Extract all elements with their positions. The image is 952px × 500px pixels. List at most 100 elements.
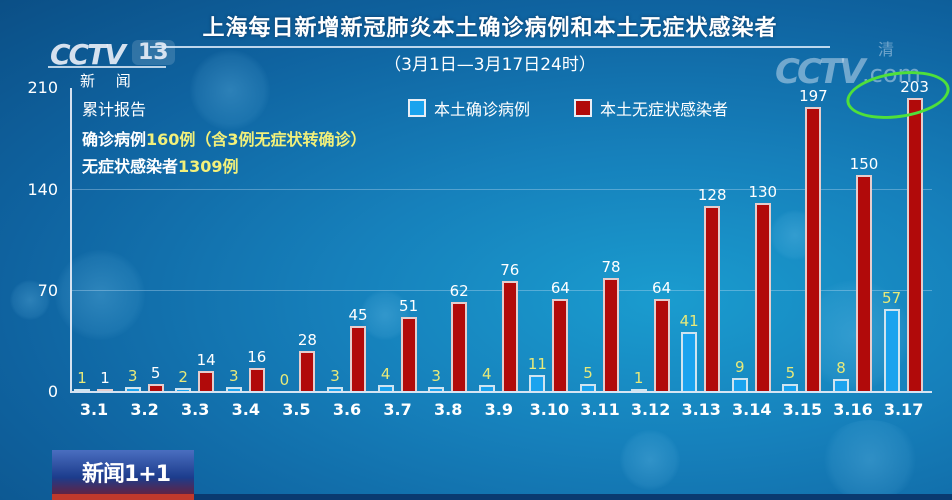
value-label: 62 — [449, 281, 469, 300]
x-tick-label: 3.9 — [484, 400, 513, 419]
program-logo-text: 新闻1+1 — [82, 462, 171, 487]
y-tick-140: 140 — [27, 180, 58, 199]
x-tick-label: 3.10 — [529, 400, 570, 419]
bar-asymptomatic-3.15 — [805, 106, 822, 391]
bar-confirmed-3.16 — [833, 379, 849, 391]
x-tick-label: 3.6 — [332, 400, 362, 419]
y-tick-0: 0 — [47, 382, 58, 401]
cumulative-confirmed: 确诊病例160例（含3例无症状转确诊） — [82, 126, 367, 150]
value-label: 150 — [849, 154, 879, 173]
legend-item-asymptomatic: 本土无症状感染者 — [574, 96, 728, 120]
logo-divider — [48, 66, 166, 68]
legend-swatch-red — [574, 99, 592, 117]
virus-decoration — [190, 50, 270, 130]
bar-asymptomatic-3.4 — [248, 367, 265, 391]
y-tick-210: 210 — [27, 78, 58, 97]
bar-asymptomatic-3.5 — [299, 350, 316, 391]
legend-label: 本土确诊病例 — [434, 100, 531, 119]
value-label: 3 — [330, 366, 340, 385]
value-label: 128 — [697, 186, 727, 205]
bar-confirmed-3.9 — [478, 385, 495, 391]
x-tick-label: 3.2 — [130, 400, 159, 419]
x-tick-label: 3.17 — [883, 400, 924, 419]
bar-asymptomatic-3.16 — [856, 174, 872, 391]
value-label: 4 — [482, 365, 492, 384]
bar-confirmed-3.6 — [327, 386, 343, 391]
bar-confirmed-3.13 — [681, 331, 698, 391]
x-tick-label: 3.8 — [434, 400, 463, 419]
value-label: 5 — [785, 363, 796, 382]
x-tick-label: 3.7 — [383, 400, 412, 419]
bar-asymptomatic-3.14 — [754, 203, 771, 391]
value-label: 5 — [150, 363, 161, 382]
value-label: 11 — [527, 355, 547, 374]
bar-confirmed-3.15 — [782, 383, 799, 391]
bar-asymptomatic-3.6 — [350, 326, 366, 391]
virus-decoration — [820, 420, 920, 500]
x-tick-label: 3.16 — [833, 400, 873, 419]
bar-confirmed-3.1 — [74, 389, 90, 391]
value-label: 1 — [77, 369, 87, 387]
cctv-logo: CCTV — [50, 38, 126, 71]
bar-confirmed-3.10 — [529, 375, 546, 391]
confirmed-label: 确诊病例 — [82, 130, 147, 149]
cumulative-heading: 累计报告 — [82, 100, 147, 119]
gridline-140 — [72, 189, 932, 190]
value-label: 64 — [652, 278, 672, 297]
value-label: 76 — [500, 261, 520, 280]
value-label: 0 — [279, 371, 290, 389]
value-label: 51 — [399, 297, 419, 316]
bar-asymptomatic-3.17 — [906, 98, 923, 391]
value-label: 1 — [633, 369, 644, 387]
x-tick-label: 3.14 — [732, 400, 772, 419]
value-label: 203 — [900, 78, 929, 97]
watermark-suffix: .com — [862, 60, 921, 88]
bar-asymptomatic-3.12 — [653, 298, 670, 391]
bar-asymptomatic-3.7 — [400, 317, 417, 391]
value-label: 64 — [550, 278, 570, 297]
x-tick-label: 3.11 — [580, 400, 620, 419]
value-label: 16 — [247, 347, 267, 366]
legend-swatch-blue — [408, 99, 426, 117]
value-label: 3 — [127, 366, 138, 385]
value-label: 28 — [297, 330, 317, 349]
program-logo-stripe — [52, 494, 194, 500]
value-label: 130 — [748, 183, 778, 202]
bar-confirmed-3.14 — [731, 378, 748, 391]
bar-asymptomatic-3.13 — [704, 206, 721, 391]
legend-label: 本土无症状感染者 — [600, 100, 729, 119]
bottom-strip — [194, 494, 952, 500]
value-label: 3 — [431, 366, 441, 385]
virus-decoration — [10, 280, 50, 320]
bar-confirmed-3.17 — [883, 308, 900, 391]
value-label: 1 — [100, 369, 110, 387]
cumulative-asymptomatic: 无症状感染者1309例 — [82, 153, 239, 177]
asymptomatic-label: 无症状感染者 — [82, 157, 179, 176]
value-label: 78 — [601, 258, 621, 277]
legend-item-confirmed: 本土确诊病例 — [408, 96, 530, 120]
value-label: 45 — [348, 306, 368, 325]
value-label: 2 — [178, 368, 188, 387]
x-tick-label: 3.1 — [79, 400, 109, 419]
value-label: 14 — [196, 350, 216, 369]
program-logo: 新闻1+1 — [52, 450, 194, 500]
bar-asymptomatic-3.1 — [97, 389, 113, 391]
bar-confirmed-3.12 — [630, 389, 647, 391]
x-tick-label: 3.13 — [681, 400, 721, 419]
value-label: 9 — [735, 358, 745, 376]
x-tick-label: 3.5 — [282, 400, 311, 419]
bar-asymptomatic-3.11 — [603, 278, 619, 391]
y-tick-70: 70 — [37, 281, 58, 300]
title-underline — [150, 46, 830, 48]
value-label: 57 — [882, 288, 902, 307]
value-label: 8 — [836, 359, 846, 378]
x-tick-label: 3.15 — [782, 400, 823, 419]
bar-confirmed-3.11 — [580, 383, 596, 391]
bar-asymptomatic-3.8 — [451, 301, 468, 391]
cctv-watermark: CCTV — [775, 52, 865, 92]
x-tick-label: 3.3 — [181, 400, 210, 419]
bar-confirmed-3.4 — [225, 386, 242, 391]
confirmed-total: 160例（含3例无症状转确诊） — [146, 130, 367, 149]
value-label: 4 — [380, 365, 391, 384]
chart-subtitle: （3月1日—3月17日24时） — [384, 55, 596, 75]
